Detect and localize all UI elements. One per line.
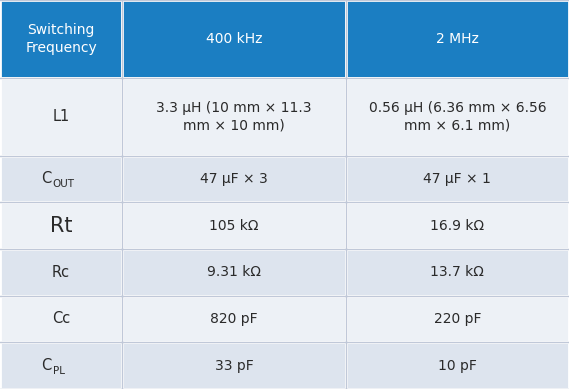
Bar	[0, 156, 122, 202]
Text: 33 pF: 33 pF	[215, 359, 253, 373]
Text: 105 kΩ: 105 kΩ	[209, 219, 259, 233]
Bar	[122, 342, 346, 389]
Text: 3.3 μH (10 mm × 11.3
mm × 10 mm): 3.3 μH (10 mm × 11.3 mm × 10 mm)	[156, 101, 312, 132]
Text: 10 pF: 10 pF	[438, 359, 477, 373]
Bar	[122, 296, 346, 342]
Bar	[346, 156, 569, 202]
Text: 16.9 kΩ: 16.9 kΩ	[430, 219, 484, 233]
Text: 2 MHz: 2 MHz	[436, 32, 479, 46]
Text: Switching
Frequency: Switching Frequency	[25, 23, 97, 54]
Text: PL: PL	[52, 366, 64, 376]
Bar	[122, 78, 346, 156]
Text: L1: L1	[52, 109, 70, 124]
Bar	[0, 0, 122, 78]
Bar	[346, 202, 569, 249]
Bar	[0, 78, 122, 156]
Text: 9.31 kΩ: 9.31 kΩ	[207, 265, 261, 279]
Bar	[122, 0, 346, 78]
Text: 400 kHz: 400 kHz	[206, 32, 262, 46]
Text: 47 μF × 1: 47 μF × 1	[423, 172, 491, 186]
Text: Rt: Rt	[50, 216, 72, 236]
Bar	[0, 202, 122, 249]
Text: 47 μF × 3: 47 μF × 3	[200, 172, 268, 186]
Bar	[0, 296, 122, 342]
Bar	[346, 249, 569, 296]
Bar	[0, 249, 122, 296]
Text: OUT: OUT	[52, 179, 75, 189]
Text: 0.56 μH (6.36 mm × 6.56
mm × 6.1 mm): 0.56 μH (6.36 mm × 6.56 mm × 6.1 mm)	[369, 101, 546, 132]
Text: Cc: Cc	[52, 312, 71, 326]
Bar	[346, 342, 569, 389]
Bar	[122, 249, 346, 296]
Bar	[346, 0, 569, 78]
Text: 13.7 kΩ: 13.7 kΩ	[430, 265, 484, 279]
Bar	[346, 296, 569, 342]
Bar	[122, 202, 346, 249]
Bar	[0, 342, 122, 389]
Bar	[346, 78, 569, 156]
Text: 820 pF: 820 pF	[210, 312, 258, 326]
Text: Rc: Rc	[52, 265, 70, 280]
Text: 220 pF: 220 pF	[434, 312, 481, 326]
Text: C: C	[41, 172, 51, 186]
Bar	[122, 156, 346, 202]
Text: C: C	[41, 358, 51, 373]
